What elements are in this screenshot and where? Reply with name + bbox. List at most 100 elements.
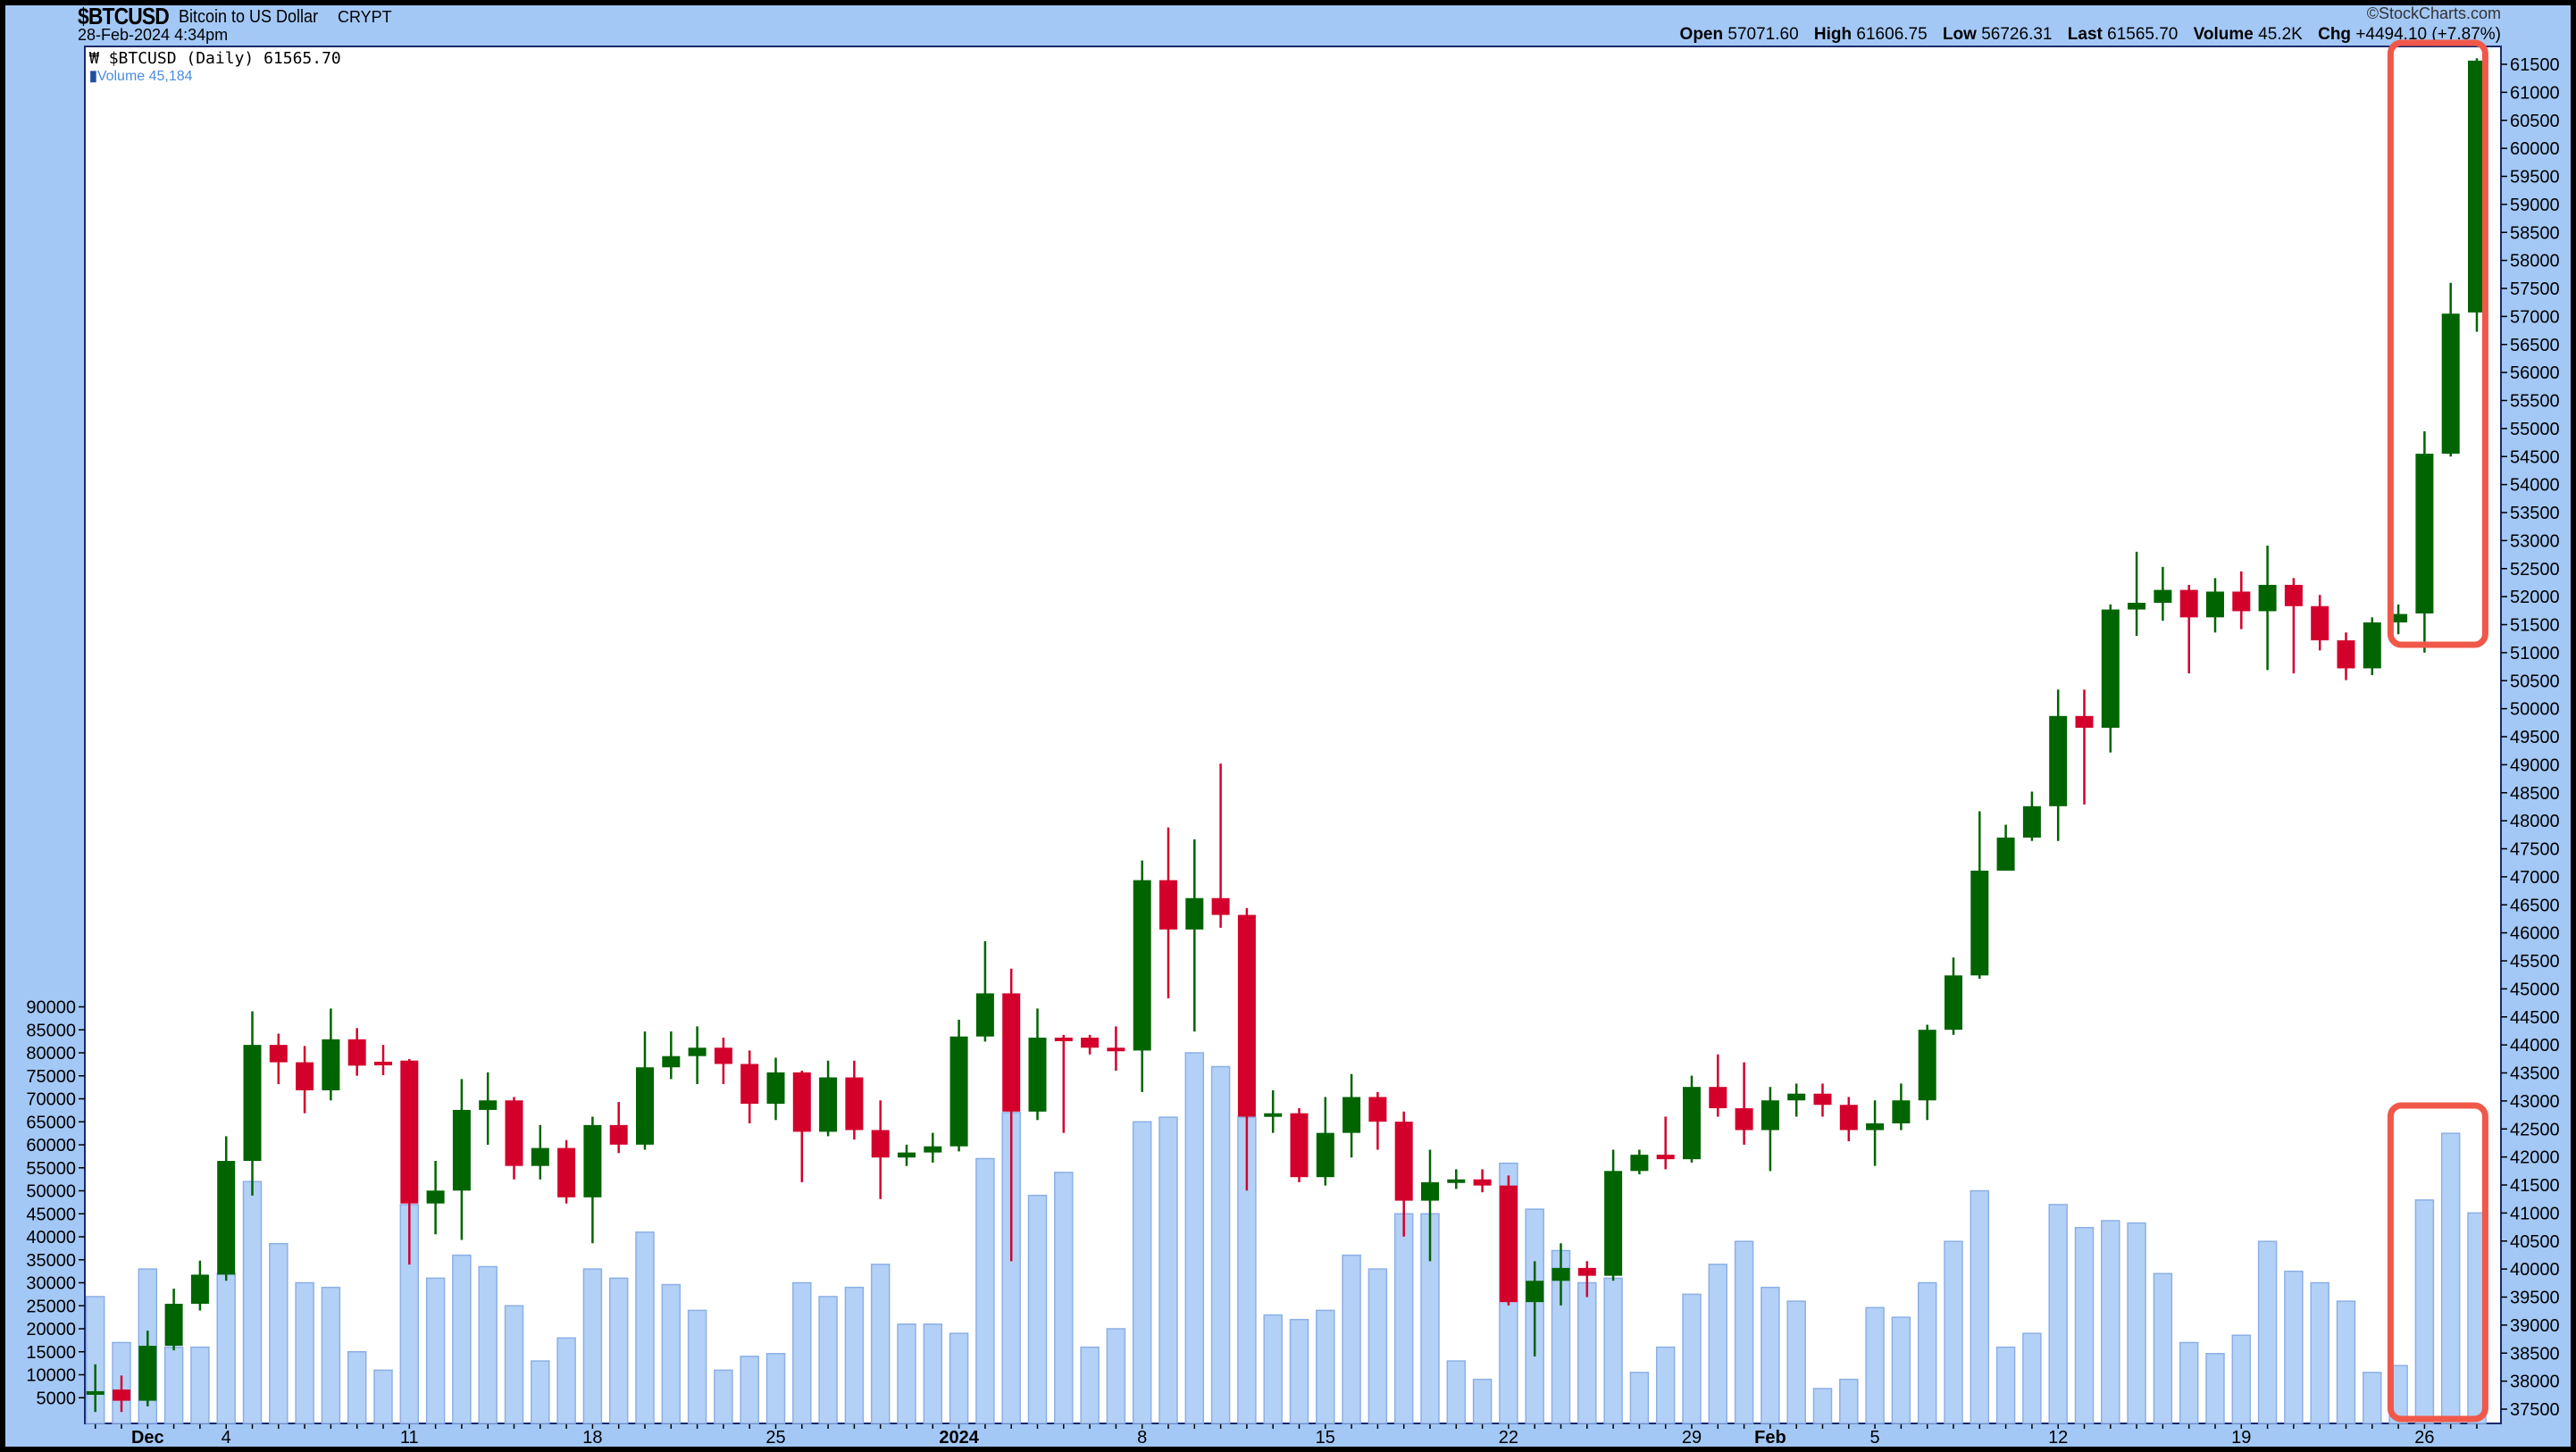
date-tick-label: 4 [222, 1428, 231, 1448]
volume-bar [897, 1323, 916, 1424]
date-tick-label: 15 [1316, 1428, 1335, 1448]
date-tick-label: 2024 [939, 1428, 979, 1448]
volume-bar [740, 1356, 759, 1424]
volume-bar [1839, 1378, 1859, 1424]
copyright: ©StockCharts.com [2366, 4, 2501, 22]
candle-down [296, 1062, 314, 1090]
price-tick-label: 48500 [2510, 784, 2560, 804]
volume-tick-label: 85000 [26, 1021, 76, 1040]
volume-bar [373, 1369, 393, 1424]
candle-up [2022, 805, 2041, 838]
candle-down [2232, 591, 2251, 612]
price-legend: ₩ $BTCUSD (Daily) 61565.70 [89, 49, 341, 68]
volume-bar [765, 1353, 786, 1424]
candle-up [164, 1304, 183, 1347]
volume-tick-label: 35000 [26, 1251, 76, 1271]
candle-up [1892, 1100, 1911, 1123]
volume-bar [321, 1286, 341, 1424]
volume-bar [2363, 1372, 2382, 1424]
high-value: 61606.75 [1856, 25, 1928, 44]
candle-down [609, 1124, 628, 1145]
plot-area [84, 46, 2502, 1424]
candle-up [1630, 1155, 1649, 1172]
volume-legend: ▮Volume 45,184 [89, 67, 193, 85]
candle-down [2337, 640, 2355, 669]
candle-up [1133, 880, 1151, 1051]
candle-up [1945, 975, 1962, 1031]
volume-bar [1995, 1346, 2016, 1424]
candle-up [1683, 1087, 1701, 1160]
candle-down [505, 1100, 523, 1166]
candle-up [479, 1100, 498, 1110]
candle-up [243, 1045, 262, 1162]
candle-up [2363, 622, 2381, 669]
price-tick-label: 60000 [2510, 139, 2560, 159]
volume-tick-label: 55000 [26, 1159, 76, 1179]
price-tick-label: 50500 [2510, 672, 2560, 691]
volume-bar [1342, 1254, 1361, 1424]
candle-up [1551, 1267, 1570, 1281]
candle-up [1316, 1132, 1334, 1178]
candle-up [2101, 609, 2120, 728]
volume-tick-label: 30000 [26, 1274, 76, 1294]
volume-bar [870, 1264, 891, 1424]
volume-bar [2153, 1273, 2173, 1424]
volume-bar [1917, 1281, 1937, 1424]
candle-up [2049, 715, 2068, 806]
volume-bar [1812, 1388, 1833, 1424]
volume-bar [2022, 1332, 2042, 1424]
volume-bar [1708, 1264, 1728, 1424]
volume-bar [1158, 1116, 1178, 1424]
candle-up [531, 1147, 549, 1166]
volume-tick-label: 10000 [26, 1366, 76, 1386]
date-tick-label: 29 [1682, 1428, 1702, 1448]
volume-bar [1603, 1277, 1623, 1424]
volume-tick-label: 20000 [26, 1320, 76, 1339]
date-tick-label: 8 [1137, 1428, 1147, 1448]
price-tick-label: 55000 [2510, 420, 2560, 439]
price-tick-label: 42000 [2510, 1148, 2560, 1168]
volume-tick-label: 45000 [26, 1205, 76, 1224]
price-tick-label: 56000 [2510, 363, 2560, 383]
price-tick-label: 59500 [2510, 168, 2560, 188]
volume-bar [2205, 1353, 2225, 1424]
price-tick-label: 59000 [2510, 196, 2560, 215]
volume-bar [1106, 1328, 1126, 1424]
volume-bar [1761, 1286, 1780, 1424]
price-tick-label: 53500 [2510, 504, 2560, 523]
volume-bar [2101, 1220, 2120, 1424]
volume-bar [1734, 1240, 1754, 1424]
volume-bar [163, 1346, 184, 1424]
volume-tick-label: 25000 [26, 1297, 76, 1316]
volume-bar [1080, 1346, 1100, 1424]
chg-value: +4494.10 (+7.87%) [2355, 25, 2501, 44]
volume-bar [661, 1283, 682, 1424]
date-tick-label: Feb [1754, 1428, 1786, 1448]
candle-up [2468, 60, 2486, 313]
candle-up [2415, 454, 2434, 613]
candle-up [819, 1077, 838, 1132]
candle-up [1787, 1093, 1806, 1101]
volume-bar [1367, 1268, 1388, 1424]
volume-tick-label: 75000 [26, 1067, 76, 1087]
volume-bar [2127, 1222, 2146, 1424]
candle-up [1264, 1113, 1283, 1117]
date-tick-label: 22 [1499, 1428, 1518, 1448]
high-label: High [1813, 25, 1853, 44]
volume-tick-label: 5000 [37, 1389, 77, 1408]
price-tick-label: 61000 [2510, 83, 2560, 103]
price-tick-label: 52500 [2510, 560, 2560, 580]
candle-up [426, 1190, 445, 1204]
price-tick-label: 46500 [2510, 896, 2560, 915]
candle-up [1996, 837, 2015, 871]
volume-bar [531, 1360, 550, 1424]
volume-tick-label: 15000 [26, 1343, 76, 1363]
candle-up [2128, 603, 2146, 610]
price-tick-label: 51000 [2510, 644, 2560, 663]
candle-down [871, 1130, 890, 1158]
volume-bar [2231, 1334, 2252, 1424]
price-legend-text: $BTCUSD (Daily) 61565.70 [108, 49, 341, 68]
candle-up [975, 993, 994, 1037]
